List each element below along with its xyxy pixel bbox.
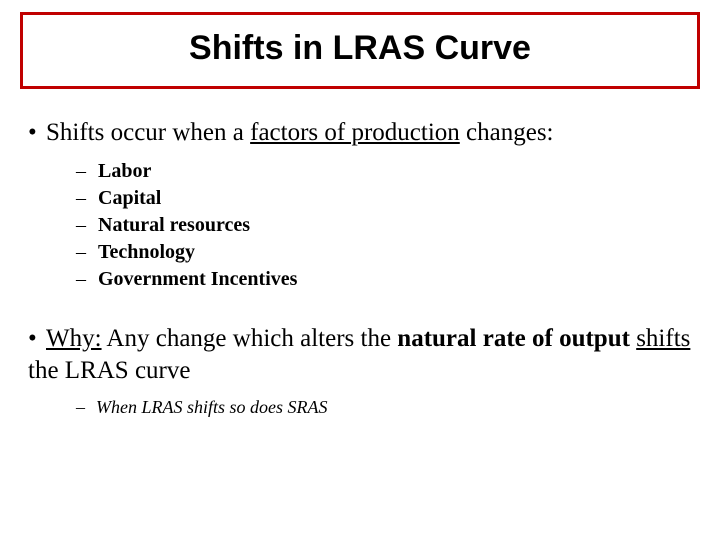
dash-icon: – xyxy=(76,396,96,419)
main2-a: Any change which alters the xyxy=(102,325,398,352)
bullet-dot: • xyxy=(28,117,46,150)
main2-d: shifts xyxy=(636,325,690,352)
dash-icon: – xyxy=(76,185,98,212)
main2-b: natural rate of output xyxy=(397,325,630,352)
bullet-dot: • xyxy=(28,323,46,356)
main1-pre: Shifts occur when a xyxy=(46,119,250,146)
dash-icon: – xyxy=(76,212,98,239)
sub-note: When LRAS shifts so does SRAS xyxy=(96,397,328,417)
factor-label: Technology xyxy=(98,241,195,263)
dash-icon: – xyxy=(76,239,98,266)
factors-list: –Labor –Capital –Natural resources –Tech… xyxy=(76,158,700,293)
main2-e: the LRAS curve xyxy=(28,357,190,384)
dash-icon: – xyxy=(76,158,98,185)
list-item: –Government Incentives xyxy=(76,266,700,293)
list-item: –Labor xyxy=(76,158,700,185)
dash-icon: – xyxy=(76,266,98,293)
main1-underline: factors of production xyxy=(250,119,460,146)
list-item: –Technology xyxy=(76,239,700,266)
main1-post: changes: xyxy=(460,119,554,146)
list-item: –Capital xyxy=(76,185,700,212)
factor-label: Natural resources xyxy=(98,214,250,236)
bullet-main-1: •Shifts occur when a factors of producti… xyxy=(28,117,700,150)
list-item: –Natural resources xyxy=(76,212,700,239)
bullet-main-2: •Why: Any change which alters the natura… xyxy=(28,323,700,388)
factor-label: Labor xyxy=(98,160,151,182)
why-label: Why: xyxy=(46,325,102,352)
factor-label: Government Incentives xyxy=(98,268,297,290)
slide-title: Shifts in LRAS Curve xyxy=(33,29,687,68)
list-item: –When LRAS shifts so does SRAS xyxy=(76,396,700,419)
title-box: Shifts in LRAS Curve xyxy=(20,12,700,89)
factor-label: Capital xyxy=(98,187,161,209)
sub-note-list: –When LRAS shifts so does SRAS xyxy=(76,396,700,419)
